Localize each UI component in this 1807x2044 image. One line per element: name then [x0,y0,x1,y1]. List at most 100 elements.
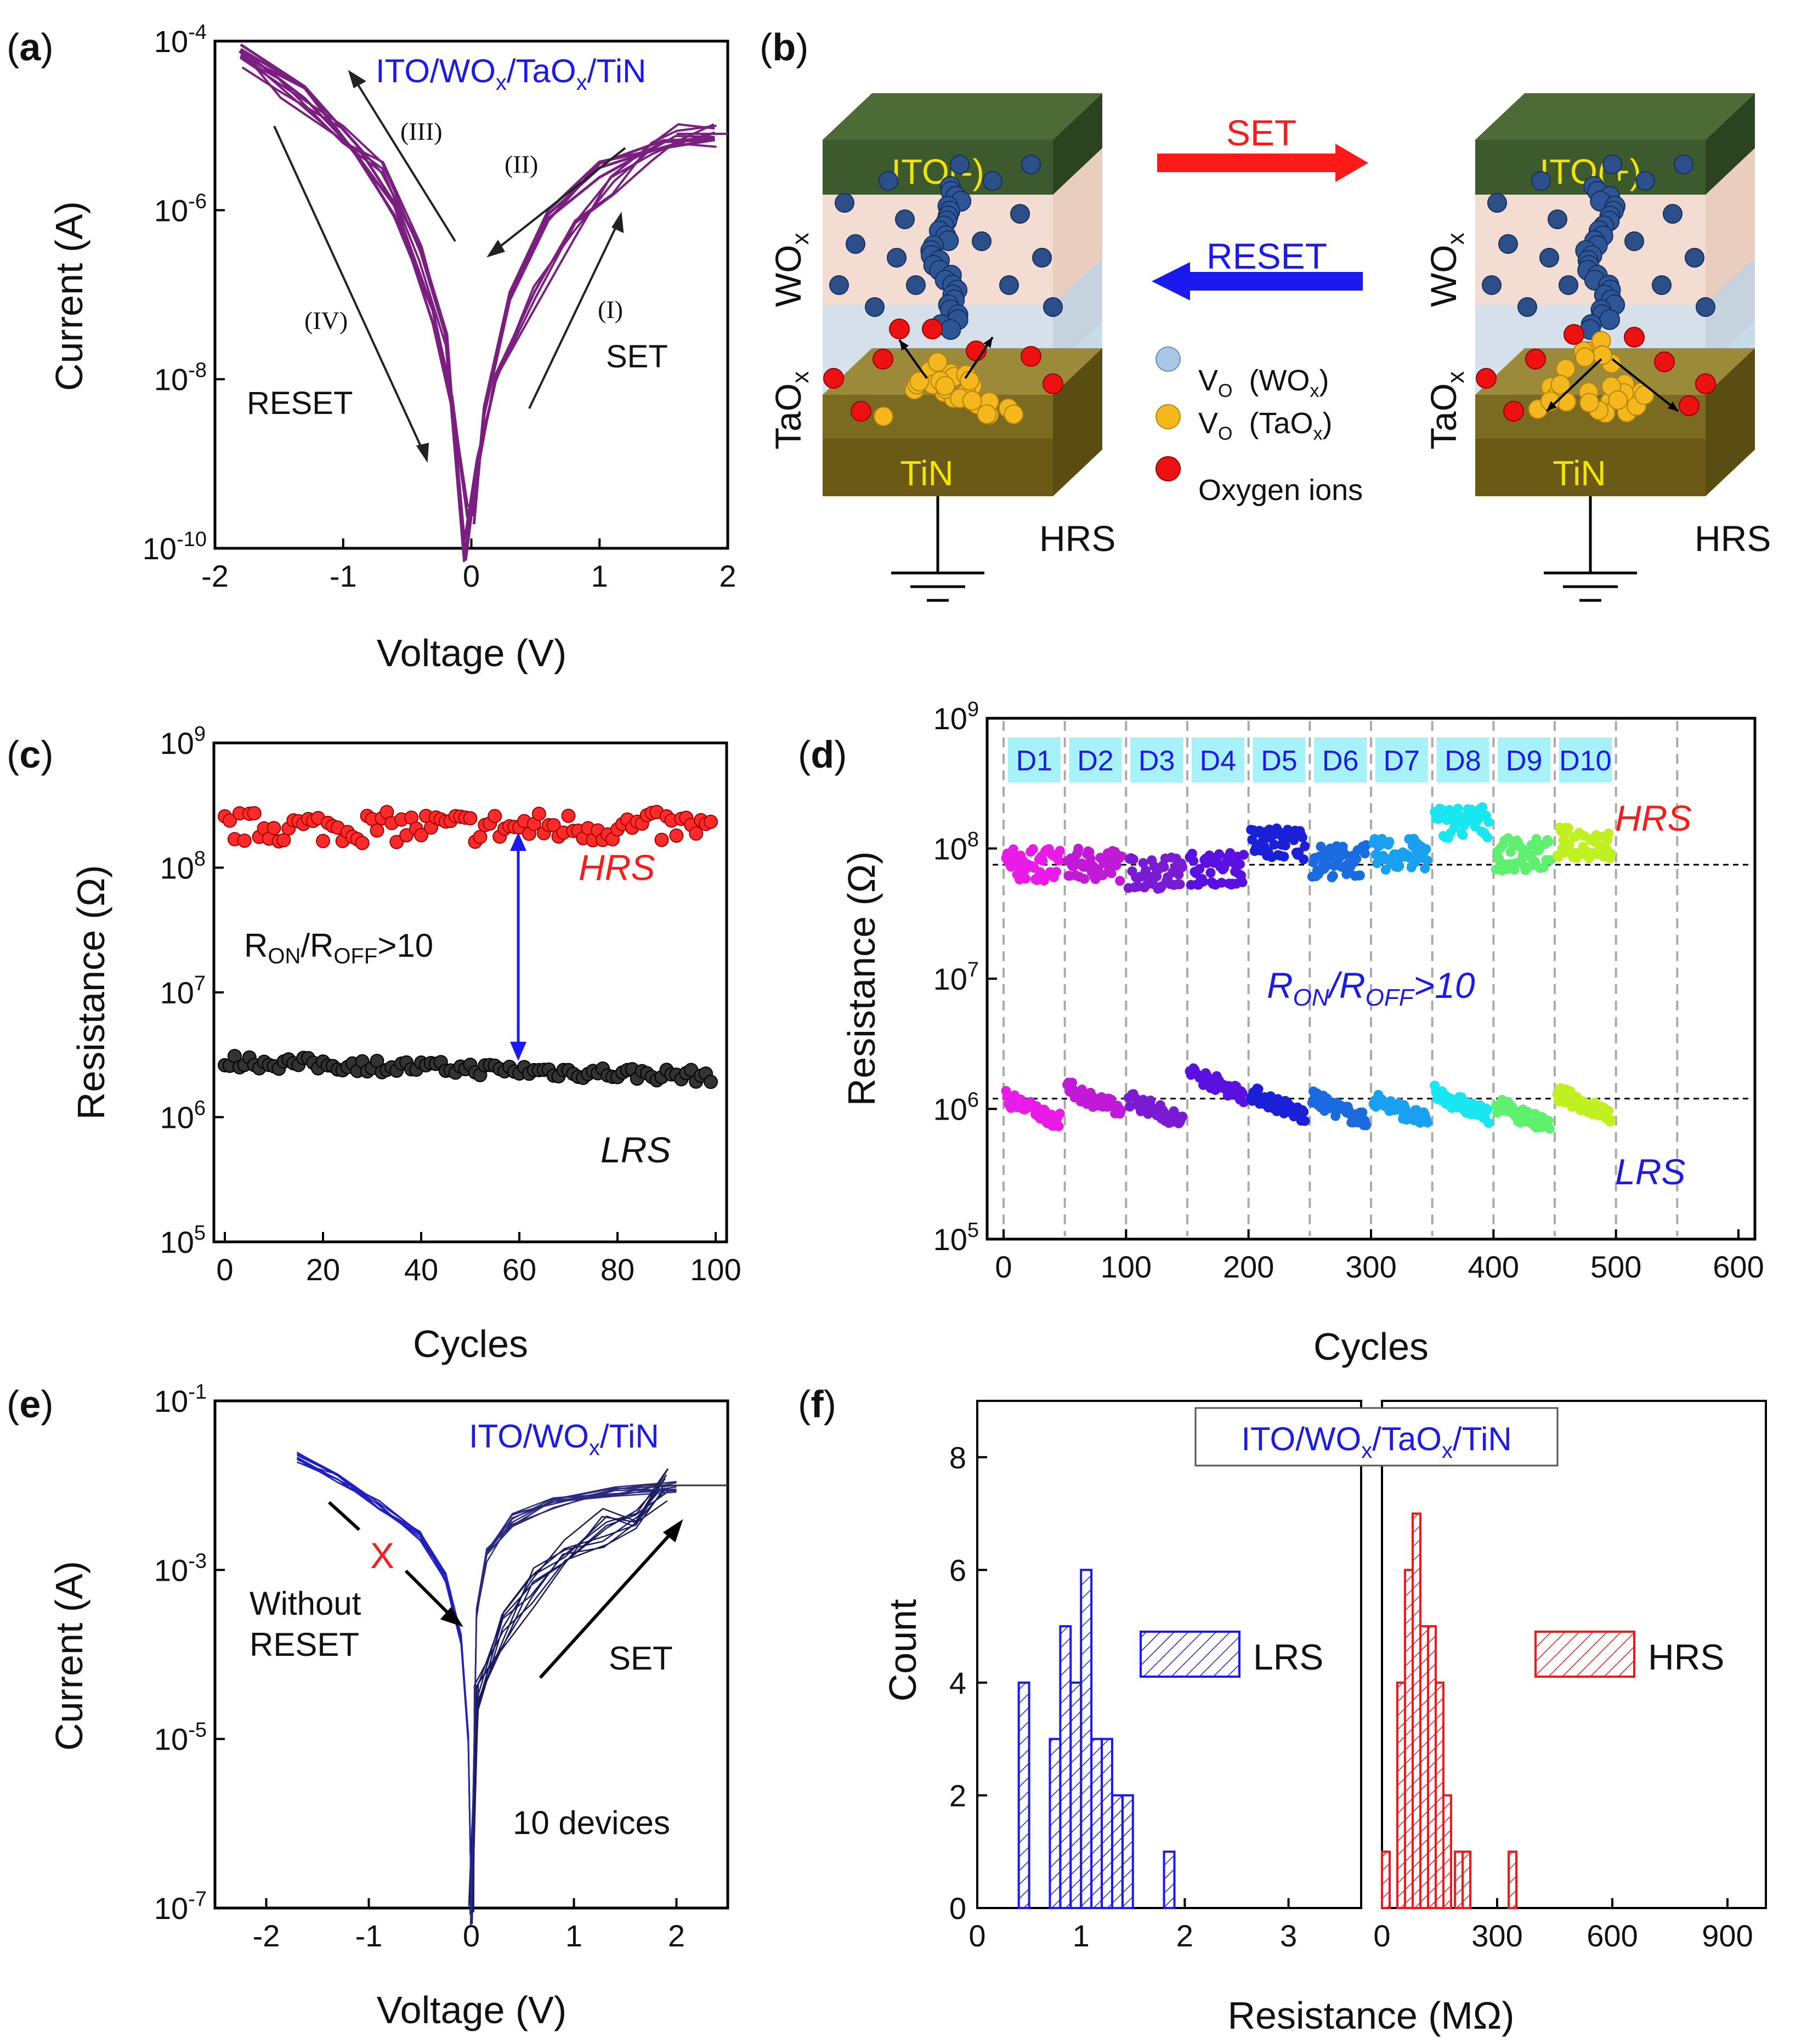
legend-swatch-lrs [1140,1631,1240,1678]
vacancy-wox [835,193,854,213]
lrs-bar [1121,1794,1134,1909]
x-tick-label: 20 [306,1252,340,1287]
vo-wo-icon [1155,347,1181,372]
hrs-point [316,833,330,848]
hrs-point [1289,835,1299,845]
iv-sweep [297,1455,472,1910]
vacancy-taox [1608,390,1628,410]
hrs-point [1055,845,1065,856]
device-tag: D3 [1138,745,1175,777]
hrs-point [1280,841,1290,851]
oxygen-ion [1043,373,1063,394]
iv-sweep [240,43,469,518]
wo-label-right: WOx [1423,232,1469,307]
legend-hrs: HRS [1648,1637,1724,1677]
ratio-label-d: RON/ROFF>10 [1267,965,1475,1011]
tao-label-right: TaOx [1423,371,1469,450]
vacancy-wox [906,275,926,295]
y-tick-label: 10-3 [154,1549,207,1587]
hrs-point [1021,873,1031,884]
xlabel-d: Cycles [1313,1325,1429,1368]
tin-bottom [1475,439,1706,496]
svg-text:VO(WOx): VO (WOx) [1198,364,1329,401]
oxygen-ion [823,368,844,389]
hrs-point [1545,855,1555,865]
vacancy-wox [865,297,885,317]
x-tick-label: 2 [668,1918,685,1953]
hrs-point [1422,855,1432,866]
hrs-point [1028,844,1038,854]
x-tick-label: -2 [253,1918,280,1953]
device-tag: D9 [1506,745,1542,777]
xlabel-a: Voltage (V) [377,632,567,674]
hrs-point [1175,879,1185,889]
hrs-point [1073,843,1084,854]
hrs-point [1051,866,1062,877]
hrs-point [1177,862,1188,872]
hrs-point [1384,837,1395,847]
hrs-point [1008,844,1018,854]
y-tick-label: 109 [160,723,206,760]
hrs-point [267,821,281,836]
x-tick-label: 100 [1101,1250,1152,1284]
lrs-bar [1017,1681,1030,1910]
oxygen-ion [889,319,910,339]
vacancy-taox [1592,345,1612,365]
arrows-a [273,70,626,463]
oxygen-ion [851,401,871,422]
y-tick-label: 108 [933,828,979,866]
y-tick-label: 4 [949,1666,966,1700]
vacancy-wox [1517,297,1537,317]
x-tick-label: 0 [463,559,480,593]
x-tick-label: 40 [404,1252,438,1287]
lrs-point [1053,1121,1064,1132]
hrs-point [689,826,704,841]
axis-ticks-d: 0 100 200 300 400 500 600 105 106 107 108 109 [933,698,1764,1284]
lrs-point [1238,1097,1249,1108]
oxygen-ion [1564,324,1584,345]
tin-bottom [823,439,1053,496]
y-tick-label: 0 [949,1891,966,1926]
oxygen-ion [1679,395,1700,416]
device-stack-left: ITO(-) TiN [823,93,1102,602]
ion-motion-arrowhead [1547,401,1557,411]
x-tick-label: 0 [968,1918,985,1953]
hrs-bar [1462,1850,1471,1909]
oxygen-ion [1654,351,1675,372]
device-tag: D2 [1077,745,1113,777]
y-tick-label: 10-5 [154,1719,207,1757]
hrs-point [1187,848,1197,859]
lrs-point [1016,1094,1026,1105]
vacancy-wox [1498,234,1518,254]
x-tick-label: -1 [355,1918,383,1953]
hrs-point [1351,854,1362,864]
y-tick-label: 107 [933,958,979,996]
hrs-point [1482,832,1493,843]
device-tag: D1 [1016,745,1052,777]
vacancy-wox [983,171,1002,191]
hrs-label-c: HRS [579,847,655,888]
iv-sweep [471,1486,677,1911]
vacancy-taox [909,371,930,391]
x-tick-label: 400 [1468,1250,1519,1284]
x-tick-label: 600 [1587,1918,1638,1953]
lrs-point [1055,1109,1065,1119]
plot-frame-a [213,39,729,550]
title-f: ITO/WOx/TaOx/TiN [1241,1421,1511,1463]
iv-sweep [471,1468,669,1924]
hrs-bar [1412,1512,1421,1910]
lrs-point [1483,1118,1494,1128]
tao-label-left: TaOx [768,371,814,450]
hrs-point [1328,871,1338,881]
x-tick-label: 2 [719,559,736,593]
hrs-bar [1442,1794,1452,1909]
lrs-point [1299,1106,1309,1117]
hrs-bar [1381,1850,1391,1909]
hrs-point [1097,870,1108,881]
vacancy-wox [895,209,915,229]
svg-text:VO(TaOx): VO (TaOx) [1198,407,1333,444]
ratio-arrow-c [510,832,526,1061]
device-tag: D10 [1559,745,1611,777]
lrs-point [1606,1115,1616,1126]
y-tick-label: 105 [160,1222,206,1259]
